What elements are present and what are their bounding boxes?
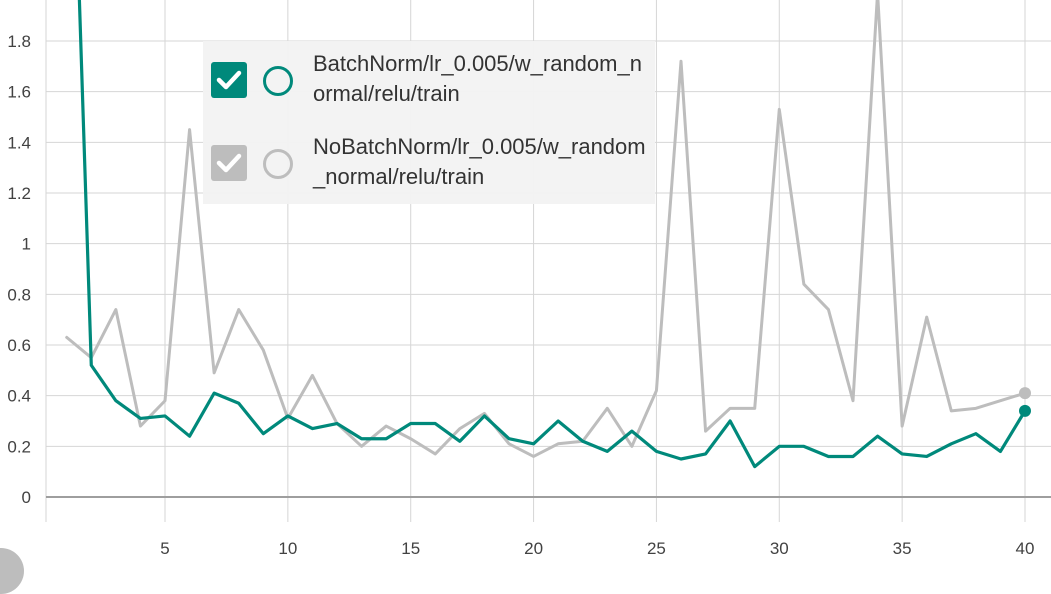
x-tick-label: 5 — [160, 539, 169, 558]
x-tick-label: 25 — [647, 539, 666, 558]
legend-label-nobatchnorm: NoBatchNorm/lr_0.005/w_random_normal/rel… — [313, 134, 646, 189]
y-tick-label: 1.4 — [7, 133, 31, 152]
legend-label-batchnorm: BatchNorm/lr_0.005/w_random_normal/relu/… — [313, 51, 642, 106]
series-endpoint-nobatchnorm — [1019, 387, 1031, 400]
legend-item-batchnorm[interactable]: BatchNorm/lr_0.005/w_random_normal/relu/… — [203, 41, 655, 121]
series-line-batchnorm — [77, 0, 1027, 469]
y-tick-label: 1.6 — [7, 83, 31, 102]
x-tick-label: 20 — [524, 539, 543, 558]
x-tick-label: 40 — [1016, 539, 1035, 558]
series-endpoint-batchnorm — [1019, 404, 1031, 417]
y-tick-label: 0.6 — [7, 336, 31, 355]
legend: BatchNorm/lr_0.005/w_random_normal/relu/… — [203, 41, 655, 204]
series-line-nobatchnorm — [65, 0, 1027, 458]
legend-radio-nobatchnorm[interactable] — [263, 149, 293, 179]
y-tick-label: 0 — [22, 488, 31, 507]
y-tick-label: 1.8 — [7, 32, 31, 51]
y-tick-label: 0.8 — [7, 285, 31, 304]
tick-labels: 0 0.2 0.4 0.6 0.8 1 1.2 1.4 1.6 1.8 5 10 15 20 25 30 35 4… — [7, 32, 1034, 558]
y-tick-label: 1 — [22, 235, 31, 254]
legend-checkbox-batchnorm[interactable] — [211, 62, 247, 98]
series-layer — [65, 0, 1031, 469]
x-tick-label: 10 — [278, 539, 297, 558]
y-tick-label: 0.4 — [7, 387, 31, 406]
legend-radio-batchnorm[interactable] — [263, 66, 293, 96]
legend-checkbox-nobatchnorm[interactable] — [211, 145, 247, 181]
axes — [45, 0, 1051, 522]
check-icon — [216, 153, 242, 173]
check-icon — [216, 70, 242, 90]
y-tick-label: 0.2 — [7, 437, 31, 456]
y-tick-label: 1.2 — [7, 184, 31, 203]
legend-item-nobatchnorm[interactable]: NoBatchNorm/lr_0.005/w_random_normal/rel… — [203, 124, 655, 204]
x-tick-label: 30 — [770, 539, 789, 558]
x-tick-label: 35 — [893, 539, 912, 558]
x-tick-label: 15 — [401, 539, 420, 558]
